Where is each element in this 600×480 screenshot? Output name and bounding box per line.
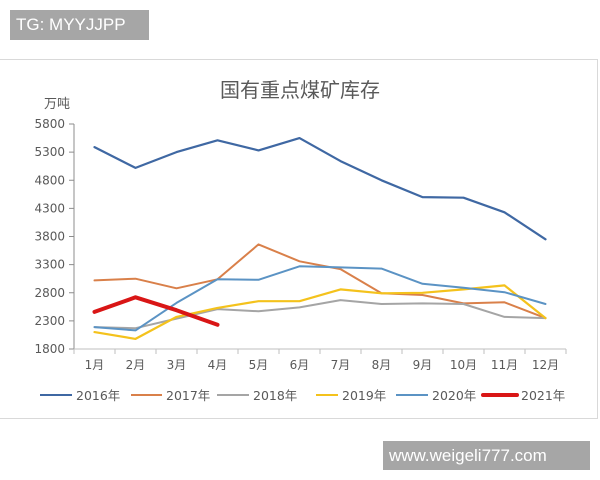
x-tick-label: 7月 <box>331 358 351 372</box>
x-tick-label: 11月 <box>491 358 518 372</box>
series-lines <box>92 137 547 340</box>
x-tick-label: 6月 <box>290 358 310 372</box>
legend-item-2018: 2018年 <box>217 388 297 403</box>
y-tick-label: 3800 <box>34 230 65 244</box>
watermark-bottom: www.weigeli777.com <box>383 441 590 470</box>
watermark-top: TG: MYYJJPP <box>10 10 149 40</box>
y-tick-label: 5300 <box>34 145 65 159</box>
x-tick-label: 1月 <box>85 358 105 372</box>
series-line-2020 <box>93 265 547 332</box>
series-line-2017 <box>93 243 547 320</box>
legend-item-2021: 2021年 <box>481 388 565 403</box>
x-tick-label: 4月 <box>208 358 228 372</box>
line-chart: 国有重点煤矿库存 万吨 1800 2300 2800 3300 3800 4300 4800… <box>34 78 567 403</box>
x-tick-label: 10月 <box>450 358 477 372</box>
x-tick-label: 8月 <box>372 358 392 372</box>
legend-label: 2020年 <box>432 388 476 403</box>
legend-label: 2017年 <box>166 388 210 403</box>
x-tick-label: 9月 <box>413 358 433 372</box>
legend-item-2017: 2017年 <box>131 388 210 403</box>
y-tick-label: 2800 <box>34 286 65 300</box>
legend-item-2016: 2016年 <box>40 388 120 403</box>
legend-item-2020: 2020年 <box>396 388 476 403</box>
y-tick-label: 5800 <box>34 117 65 131</box>
y-tick-label: 1800 <box>34 342 65 356</box>
x-tick-label: 3月 <box>167 358 187 372</box>
chart-title: 国有重点煤矿库存 <box>220 78 380 102</box>
x-axis: 1月 2月 3月 4月 5月 6月 7月 8月 9月 10月 11月 12月 <box>73 348 567 372</box>
y-tick-label: 2300 <box>34 314 65 328</box>
legend-item-2019: 2019年 <box>316 388 386 403</box>
x-tick-label: 12月 <box>532 358 559 372</box>
legend-label: 2019年 <box>342 388 386 403</box>
x-tick-label: 5月 <box>249 358 269 372</box>
y-tick-label: 4300 <box>34 201 65 215</box>
series-line-2016 <box>93 137 547 241</box>
x-tick-label: 2月 <box>126 358 146 372</box>
y-axis: 1800 2300 2800 3300 3800 4300 4800 5300 5800 <box>34 117 75 356</box>
chart-frame: 国有重点煤矿库存 万吨 1800 2300 2800 3300 3800 4300 4800… <box>0 59 598 419</box>
legend-label: 2021年 <box>521 388 565 403</box>
legend-label: 2018年 <box>253 388 297 403</box>
y-axis-label: 万吨 <box>44 97 70 112</box>
legend: 2016年 2017年 2018年 2019年 2020年 2021年 <box>40 388 565 403</box>
y-tick-label: 3300 <box>34 258 65 272</box>
y-tick-label: 4800 <box>34 173 65 187</box>
series-line-2021 <box>92 295 220 327</box>
legend-label: 2016年 <box>76 388 120 403</box>
